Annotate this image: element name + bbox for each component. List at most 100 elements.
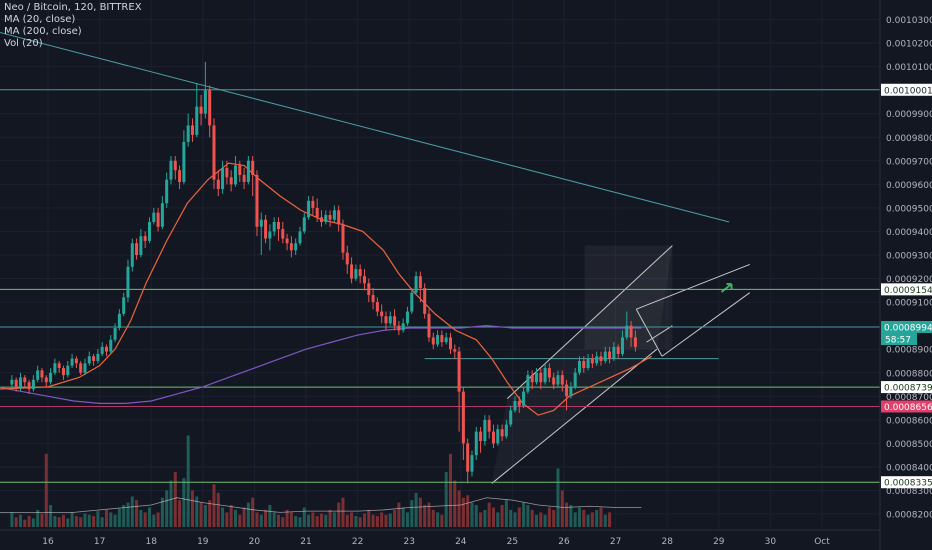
volume-bar (453, 480, 457, 527)
channel-shade (584, 245, 673, 350)
volume-bar (556, 468, 560, 527)
x-tick-label: 27 (610, 537, 621, 547)
volume-bar (40, 513, 44, 527)
candle-body (423, 287, 427, 314)
candle-body (156, 212, 160, 227)
volume-bar (307, 514, 311, 527)
indicator-volume-label[interactable]: Vol (20) (4, 38, 43, 49)
candle-body (509, 410, 513, 425)
volume-bar (139, 509, 143, 527)
candle-body (496, 429, 500, 444)
volume-bar (582, 509, 586, 527)
volume-bar (49, 505, 53, 527)
volume-bar (104, 509, 108, 527)
candle-body (431, 337, 435, 345)
candle-body (354, 269, 358, 279)
volume-bar (203, 505, 207, 527)
candle-body (539, 372, 543, 383)
volume-bar (61, 514, 65, 527)
candle-body (388, 316, 392, 324)
candle-body (104, 346, 108, 352)
candle-body (500, 429, 504, 437)
candle-body (629, 325, 633, 338)
x-tick-label: 16 (42, 537, 54, 547)
volume-bar (328, 509, 332, 527)
volume-bar (173, 472, 177, 527)
volume-bar (311, 512, 315, 527)
volume-bar (573, 512, 577, 527)
volume-bar (384, 514, 388, 527)
indicator-ma200-label[interactable]: MA (200, close) (4, 26, 82, 37)
candle-body (440, 335, 444, 343)
volume-bar (431, 509, 435, 527)
candle-body (616, 346, 620, 354)
volume-bar (586, 514, 590, 527)
candle-body (599, 356, 603, 361)
candle-body (603, 351, 607, 361)
candle-body (216, 179, 220, 190)
volume-bar (560, 490, 564, 527)
candle-body (139, 236, 143, 255)
candle-body (582, 360, 586, 369)
volume-bar (113, 514, 117, 527)
moving-averages (0, 162, 653, 416)
candle-body (337, 210, 341, 225)
symbol-title[interactable]: Neo / Bitcoin, 120, BITTREX (4, 2, 142, 13)
volume-bar (178, 500, 182, 527)
channel-lower-line (491, 348, 658, 484)
volume-bar (294, 516, 298, 527)
volume-bar (517, 507, 521, 527)
candles (10, 61, 637, 484)
candle-body (143, 236, 147, 241)
ma20-line (0, 162, 653, 416)
candle-body (504, 424, 508, 437)
x-tick-label: 19 (197, 537, 209, 547)
volume-bar (186, 435, 190, 527)
candle-body (608, 351, 612, 359)
candle-body (311, 200, 315, 208)
candle-body (225, 167, 229, 178)
candle-body (401, 323, 405, 331)
x-tick-label: 24 (455, 537, 467, 547)
volume-bars (0, 435, 642, 527)
volume-bar (10, 512, 14, 527)
candle-body (547, 368, 551, 378)
volume-bar (14, 517, 18, 527)
candle-body (522, 391, 526, 406)
volume-bar (461, 497, 465, 527)
volume-bar (117, 508, 121, 527)
candle-body (586, 358, 590, 369)
volume-bar (595, 509, 599, 527)
candle-body (517, 401, 521, 406)
level-price-tag (881, 283, 932, 296)
volume-bar (285, 509, 289, 527)
candle-body (530, 375, 534, 383)
volume-bar (276, 514, 280, 527)
candle-body (414, 276, 418, 293)
candle-body (324, 214, 328, 223)
volume-bar (354, 516, 358, 527)
volume-bar (414, 492, 418, 527)
candle-body (298, 231, 302, 244)
candle-body (74, 358, 78, 364)
indicator-ma20-label[interactable]: MA (20, close) (4, 14, 76, 25)
volume-bar (238, 514, 242, 527)
volume-bar (337, 502, 341, 527)
volume-bar (122, 505, 126, 527)
horizontal-levels (0, 89, 880, 483)
candle-body (147, 222, 151, 241)
x-tick-label: Oct (814, 537, 830, 547)
volume-bar (195, 496, 199, 527)
x-tick-label: 17 (94, 537, 105, 547)
volume-bar (199, 502, 203, 527)
